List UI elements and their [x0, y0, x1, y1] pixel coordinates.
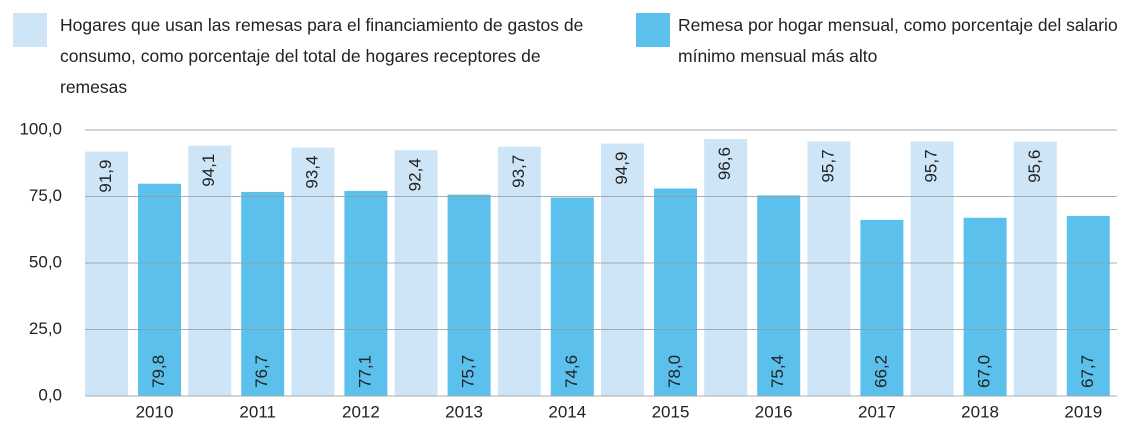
x-tick-label: 2010 — [136, 402, 174, 421]
value-label: 95,6 — [1025, 150, 1044, 183]
x-tick-label: 2017 — [858, 402, 896, 421]
legend-label: Remesa por hogar mensual, como porcentaj… — [678, 15, 1118, 66]
value-label: 79,8 — [149, 355, 168, 388]
x-tick-label: 2013 — [445, 402, 483, 421]
bar — [757, 195, 801, 396]
value-label: 93,7 — [509, 155, 528, 188]
value-label: 96,6 — [715, 147, 734, 180]
value-label: 66,2 — [871, 355, 890, 388]
value-label: 78,0 — [665, 355, 684, 388]
bar — [188, 145, 232, 396]
legend-label: Hogares que usan las remesas para el fin… — [60, 15, 584, 97]
value-label: 75,7 — [459, 355, 478, 388]
value-label: 67,0 — [975, 355, 994, 388]
legend-swatch — [636, 13, 670, 47]
x-tick-label: 2011 — [239, 402, 276, 421]
value-label: 76,7 — [252, 355, 271, 388]
value-label: 95,7 — [818, 149, 837, 182]
value-label: 67,7 — [1078, 355, 1097, 388]
x-tick-label: 2015 — [652, 402, 690, 421]
value-label: 94,1 — [199, 154, 218, 187]
y-tick-label: 100,0 — [19, 119, 62, 138]
bar — [497, 146, 541, 396]
x-tick-label: 2019 — [1064, 402, 1102, 421]
x-tick-label: 2012 — [342, 402, 380, 421]
bar — [85, 151, 128, 396]
bar — [910, 141, 954, 396]
value-label: 77,1 — [355, 355, 374, 388]
bar — [963, 217, 1007, 396]
x-tick-label: 2018 — [961, 402, 999, 421]
bar — [344, 190, 388, 396]
bar — [1013, 141, 1057, 396]
value-label: 75,4 — [768, 355, 787, 388]
y-tick-label: 25,0 — [29, 319, 62, 338]
bar — [394, 150, 438, 396]
bar — [241, 191, 285, 396]
y-tick-label: 0,0 — [38, 385, 62, 404]
value-label: 91,9 — [96, 160, 115, 193]
x-tick-label: 2016 — [755, 402, 793, 421]
bar — [447, 194, 491, 396]
bar — [654, 188, 697, 396]
legend-swatch — [13, 13, 47, 47]
value-label: 74,6 — [562, 355, 581, 388]
x-tick-label: 2014 — [548, 402, 586, 421]
bar — [860, 219, 904, 396]
bar — [704, 139, 748, 396]
bar — [1066, 215, 1110, 396]
value-label: 94,9 — [612, 152, 631, 185]
y-tick-label: 50,0 — [29, 252, 62, 271]
bar — [138, 183, 181, 396]
bar — [807, 141, 851, 396]
value-label: 93,4 — [302, 156, 321, 189]
bar — [550, 197, 594, 396]
bar — [291, 147, 335, 396]
value-label: 95,7 — [922, 149, 941, 182]
bar — [601, 143, 644, 396]
value-label: 92,4 — [406, 158, 425, 191]
y-tick-label: 75,0 — [29, 186, 62, 205]
